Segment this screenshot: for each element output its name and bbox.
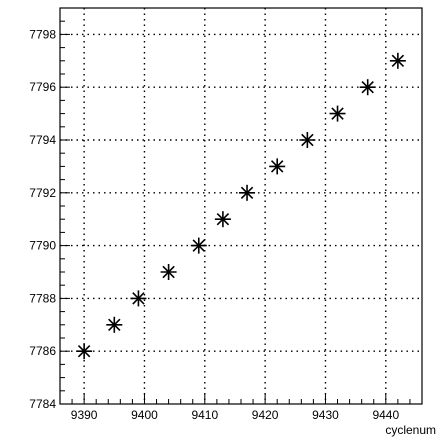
data-point xyxy=(389,52,406,69)
point-marker-stroke xyxy=(192,239,205,252)
point-marker-stroke xyxy=(162,265,175,279)
point-marker-stroke xyxy=(216,212,230,226)
x-tick-label: 9390 xyxy=(71,408,98,422)
data-point xyxy=(160,264,177,280)
y-tick-label: 7796 xyxy=(29,80,56,94)
data-point xyxy=(214,211,231,228)
data-point xyxy=(269,158,286,175)
data-point xyxy=(329,105,346,122)
point-marker-stroke xyxy=(331,107,344,120)
x-axis-label: cyclenum xyxy=(385,423,436,437)
y-tick-label: 7786 xyxy=(29,344,56,358)
y-axis-ticks: 7784 7786 7788 7790 7792 7794 7796 7798 xyxy=(29,7,70,411)
data-point xyxy=(359,79,376,96)
data-point xyxy=(106,316,123,333)
data-points xyxy=(76,52,406,360)
data-point xyxy=(299,132,316,148)
data-point xyxy=(76,343,93,360)
point-marker-stroke xyxy=(132,292,145,305)
point-marker-stroke xyxy=(361,80,374,94)
point-marker-stroke xyxy=(391,54,405,68)
y-tick-label: 7790 xyxy=(29,239,56,253)
x-tick-label: 9420 xyxy=(252,408,279,422)
y-tick-label: 7794 xyxy=(29,133,56,147)
y-tick-label: 7798 xyxy=(29,27,56,41)
grid-lines xyxy=(60,8,422,404)
point-marker-stroke xyxy=(301,133,314,147)
data-point xyxy=(190,237,207,254)
y-tick-label: 7792 xyxy=(29,186,56,200)
data-point xyxy=(130,290,147,307)
x-tick-label: 9400 xyxy=(131,408,158,422)
point-marker-stroke xyxy=(270,160,284,173)
point-marker-stroke xyxy=(77,344,91,358)
x-tick-label: 9430 xyxy=(312,408,339,422)
x-tick-label: 9440 xyxy=(372,408,399,422)
y-tick-label: 7788 xyxy=(29,291,56,305)
data-point xyxy=(239,184,256,201)
x-axis-ticks: 9390 9400 9410 9420 9430 9440 xyxy=(59,394,423,422)
point-marker-stroke xyxy=(240,186,254,200)
point-marker-stroke xyxy=(108,318,121,332)
y-tick-label: 7784 xyxy=(29,397,56,411)
x-tick-label: 9410 xyxy=(191,408,218,422)
